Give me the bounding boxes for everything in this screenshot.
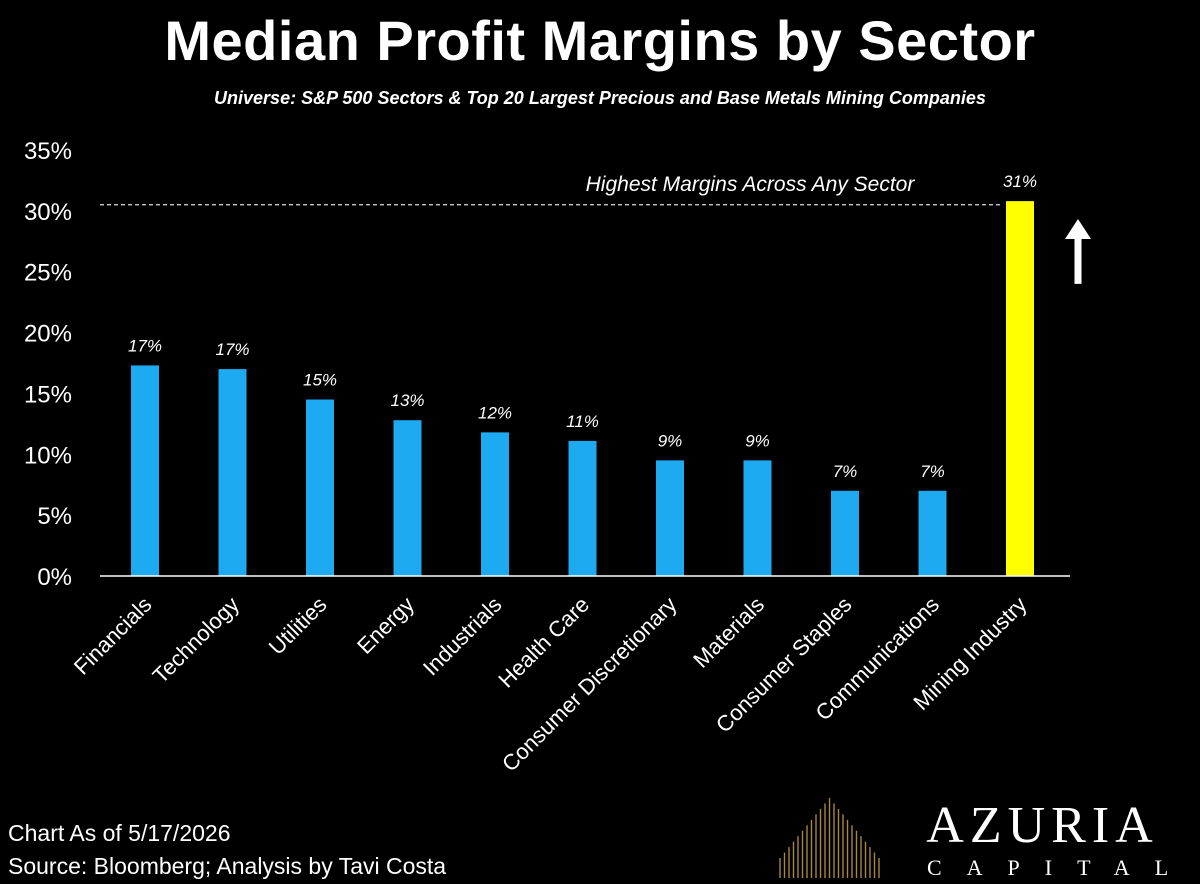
y-tick-label: 35%	[24, 138, 72, 165]
y-tick-label: 25%	[24, 260, 72, 287]
brand-name: AZURIA	[926, 797, 1159, 854]
chart-title: Median Profit Margins by Sector	[164, 9, 1036, 72]
bar	[481, 432, 509, 576]
data-label: 15%	[303, 371, 337, 390]
bar	[656, 460, 684, 576]
brand-logo-burst-icon	[779, 798, 880, 878]
data-label: 11%	[566, 412, 599, 431]
reference-line-label: Highest Margins Across Any Sector	[586, 173, 916, 196]
bar	[1006, 201, 1034, 576]
bar	[568, 440, 597, 576]
x-tick-label: Financials	[69, 592, 157, 680]
data-label: 9%	[658, 431, 683, 450]
x-tick-label: Consumer Discretionary	[497, 592, 682, 777]
x-tick-label: Utilities	[264, 592, 332, 660]
data-label: 7%	[833, 462, 858, 481]
bar	[131, 365, 159, 576]
x-tick-label: Materials	[688, 592, 769, 673]
bar	[918, 490, 947, 576]
y-tick-label: 30%	[24, 199, 72, 226]
y-tick-label: 20%	[24, 321, 72, 348]
y-tick-label: 5%	[37, 503, 72, 530]
bar	[218, 369, 247, 576]
bar	[306, 399, 334, 576]
chart-date: Chart As of 5/17/2026	[8, 820, 231, 846]
data-label: 17%	[215, 340, 249, 359]
brand-sub: CAPITAL	[927, 855, 1194, 880]
x-tick-label: Industrials	[418, 592, 507, 681]
bar	[393, 420, 422, 576]
chart-source: Source: Bloomberg; Analysis by Tavi Cost…	[8, 853, 447, 879]
y-tick-label: 0%	[37, 564, 72, 591]
x-tick-label: Energy	[352, 592, 419, 659]
x-tick-label: Technology	[148, 592, 244, 688]
data-label: 13%	[390, 391, 424, 410]
data-label: 12%	[478, 403, 512, 422]
bar	[831, 490, 859, 576]
data-label: 17%	[128, 336, 162, 355]
up-arrow-head-icon	[1065, 219, 1091, 240]
data-label: 31%	[1003, 172, 1037, 191]
y-tick-label: 15%	[24, 381, 72, 408]
bar	[743, 460, 772, 576]
brand-logo: AZURIA CAPITAL	[905, 798, 1180, 882]
data-label: 9%	[745, 431, 770, 450]
y-tick-label: 10%	[24, 442, 72, 469]
data-label: 7%	[920, 462, 945, 481]
chart-subtitle: Universe: S&P 500 Sectors & Top 20 Large…	[214, 88, 986, 108]
